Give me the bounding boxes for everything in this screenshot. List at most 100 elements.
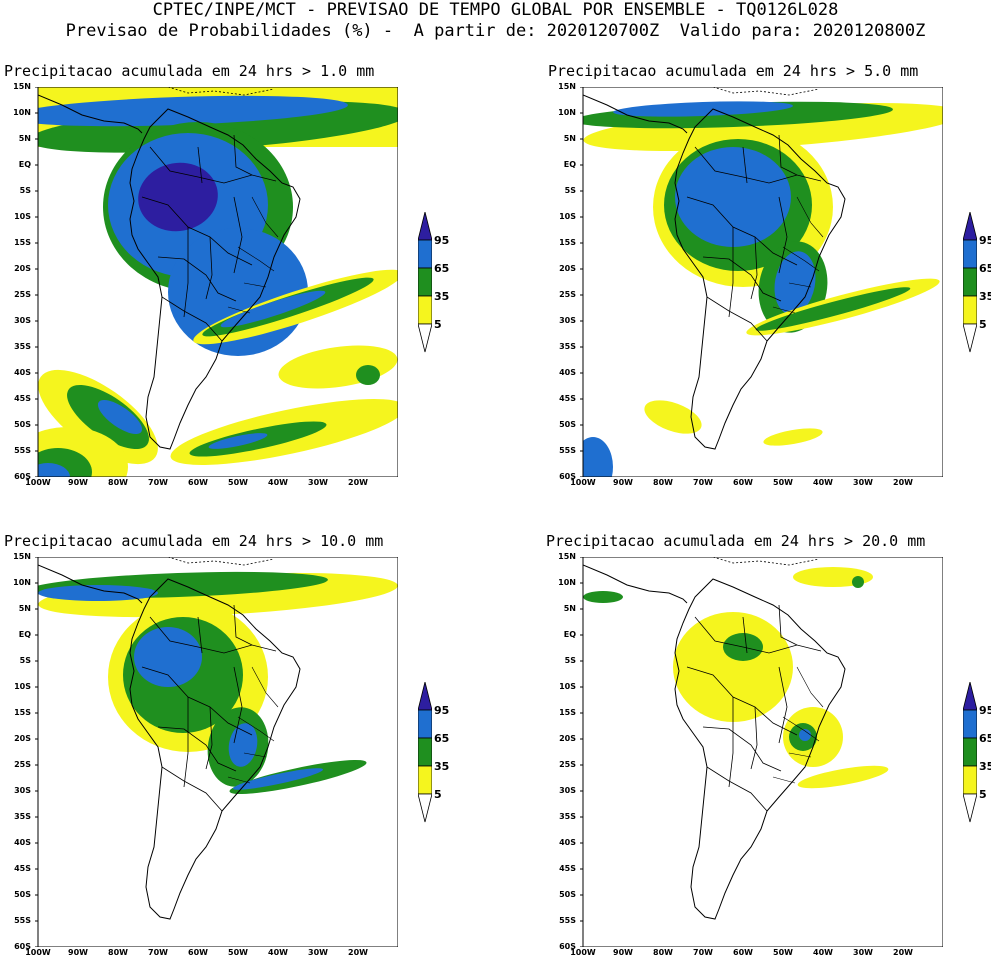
prob-field-medium — [755, 287, 911, 331]
country-border — [728, 227, 734, 318]
latitude-label: 5N — [563, 134, 576, 143]
colorbar-label: 5 — [434, 318, 442, 331]
longitude-label: 90W — [613, 948, 633, 957]
country-border — [161, 296, 223, 342]
country-border — [233, 666, 243, 744]
latitude-label: 5S — [564, 186, 576, 195]
latitude-label: 5N — [563, 604, 576, 613]
latitude-label: 10S — [14, 682, 31, 691]
state-border — [251, 666, 279, 708]
state-border — [796, 196, 824, 238]
latitude-label: 30S — [14, 786, 31, 795]
map-frame — [37, 87, 398, 477]
prob-field-high — [38, 95, 348, 127]
latitude-label: 35S — [14, 812, 31, 821]
country-border — [706, 296, 768, 342]
coastline — [674, 578, 846, 920]
map-canvas — [580, 557, 943, 947]
latitude-label: 20S — [559, 734, 576, 743]
country-border — [694, 146, 822, 184]
colorbar-segment-high — [963, 239, 977, 269]
country-border — [750, 236, 758, 300]
prob-field-high — [134, 627, 202, 687]
prob-field-medium — [583, 591, 623, 603]
latitude-label: 40S — [559, 838, 576, 847]
country-border — [686, 196, 798, 266]
state-border — [772, 776, 796, 784]
longitude-label: 50W — [773, 478, 793, 487]
prob-field-low — [673, 612, 793, 722]
longitude-label: 20W — [893, 478, 913, 487]
colorbar-label: 95 — [979, 704, 991, 717]
colorbar-top-arrow — [963, 212, 977, 241]
latitude-label: 45S — [559, 864, 576, 873]
prob-field-high — [232, 768, 324, 790]
latitude-label: 45S — [559, 394, 576, 403]
panel-2-title: Precipitacao acumulada em 24 hrs > 5.0 m… — [548, 62, 919, 80]
map-panel-5mm: 15N 10N 5N EQ 5S 10S 15S 20S 25S 30S 35S 40S 45S 50S 5… — [558, 83, 943, 487]
state-border — [782, 246, 820, 272]
country-border — [141, 196, 253, 266]
prob-field-high — [799, 729, 811, 741]
state-border — [243, 752, 267, 758]
latitude-label: 5S — [564, 656, 576, 665]
prob-field-medium — [356, 365, 380, 385]
longitude-label: 100W — [25, 948, 51, 957]
colorbar-label: 35 — [434, 760, 450, 773]
caribbean-islands — [712, 557, 820, 566]
latitude-label: 10S — [559, 682, 576, 691]
colorbar-segment-high — [963, 709, 977, 739]
longitude-label: 70W — [148, 478, 168, 487]
longitude-label: 40W — [268, 478, 288, 487]
latitude-label: 30S — [559, 786, 576, 795]
country-border — [750, 706, 758, 770]
state-border — [251, 196, 279, 238]
prob-field-very_high — [138, 162, 218, 232]
latitude-label: 15S — [559, 708, 576, 717]
latitude-label: EQ — [18, 630, 31, 639]
country-border — [702, 726, 782, 772]
country-border — [702, 256, 782, 302]
prob-field-high — [583, 437, 613, 477]
colorbar-bottom-arrow — [418, 793, 432, 823]
longitude-label: 100W — [570, 478, 596, 487]
country-border — [778, 604, 798, 646]
colorbar-label: 95 — [979, 234, 991, 247]
coastline — [129, 578, 301, 920]
coastline-central-america — [38, 564, 143, 604]
latitude-label: 25S — [559, 760, 576, 769]
map-frame — [582, 87, 943, 477]
latitude-label: 15S — [14, 708, 31, 717]
colorbar-segment-high — [418, 239, 432, 269]
prob-field-high — [208, 433, 268, 449]
colorbar-segment-low — [418, 765, 432, 795]
longitude-label: 30W — [853, 478, 873, 487]
longitude-label: 80W — [108, 948, 128, 957]
latitude-label: 60S — [559, 942, 576, 951]
colorbar-scale — [963, 212, 977, 353]
prob-field-high — [613, 101, 793, 117]
latitude-label: 20S — [559, 264, 576, 273]
colorbar-3: 95 65 35 5 — [418, 682, 458, 832]
latitude-label: 15N — [13, 552, 31, 561]
latitude-label: 20S — [14, 264, 31, 273]
country-border — [141, 666, 253, 736]
country-border — [728, 697, 734, 788]
longitude-label: 60W — [733, 478, 753, 487]
map-canvas — [35, 557, 398, 947]
colorbar-2: 95 65 35 5 — [963, 212, 991, 362]
header-line-1: CPTEC/INPE/MCT - PREVISAO DE TEMPO GLOBA… — [152, 0, 839, 20]
longitude-label: 70W — [693, 478, 713, 487]
latitude-label: 20S — [14, 734, 31, 743]
prob-field-low — [644, 400, 702, 434]
colorbar-label: 5 — [979, 318, 987, 331]
longitude-label: 90W — [68, 478, 88, 487]
longitude-label: 80W — [653, 948, 673, 957]
caribbean-islands — [167, 87, 275, 96]
latitude-label: 15N — [558, 82, 576, 91]
longitude-label: 80W — [108, 478, 128, 487]
state-border — [788, 282, 812, 288]
colorbar-bottom-arrow — [963, 323, 977, 353]
country-border — [742, 146, 748, 184]
longitude-label: 20W — [893, 948, 913, 957]
